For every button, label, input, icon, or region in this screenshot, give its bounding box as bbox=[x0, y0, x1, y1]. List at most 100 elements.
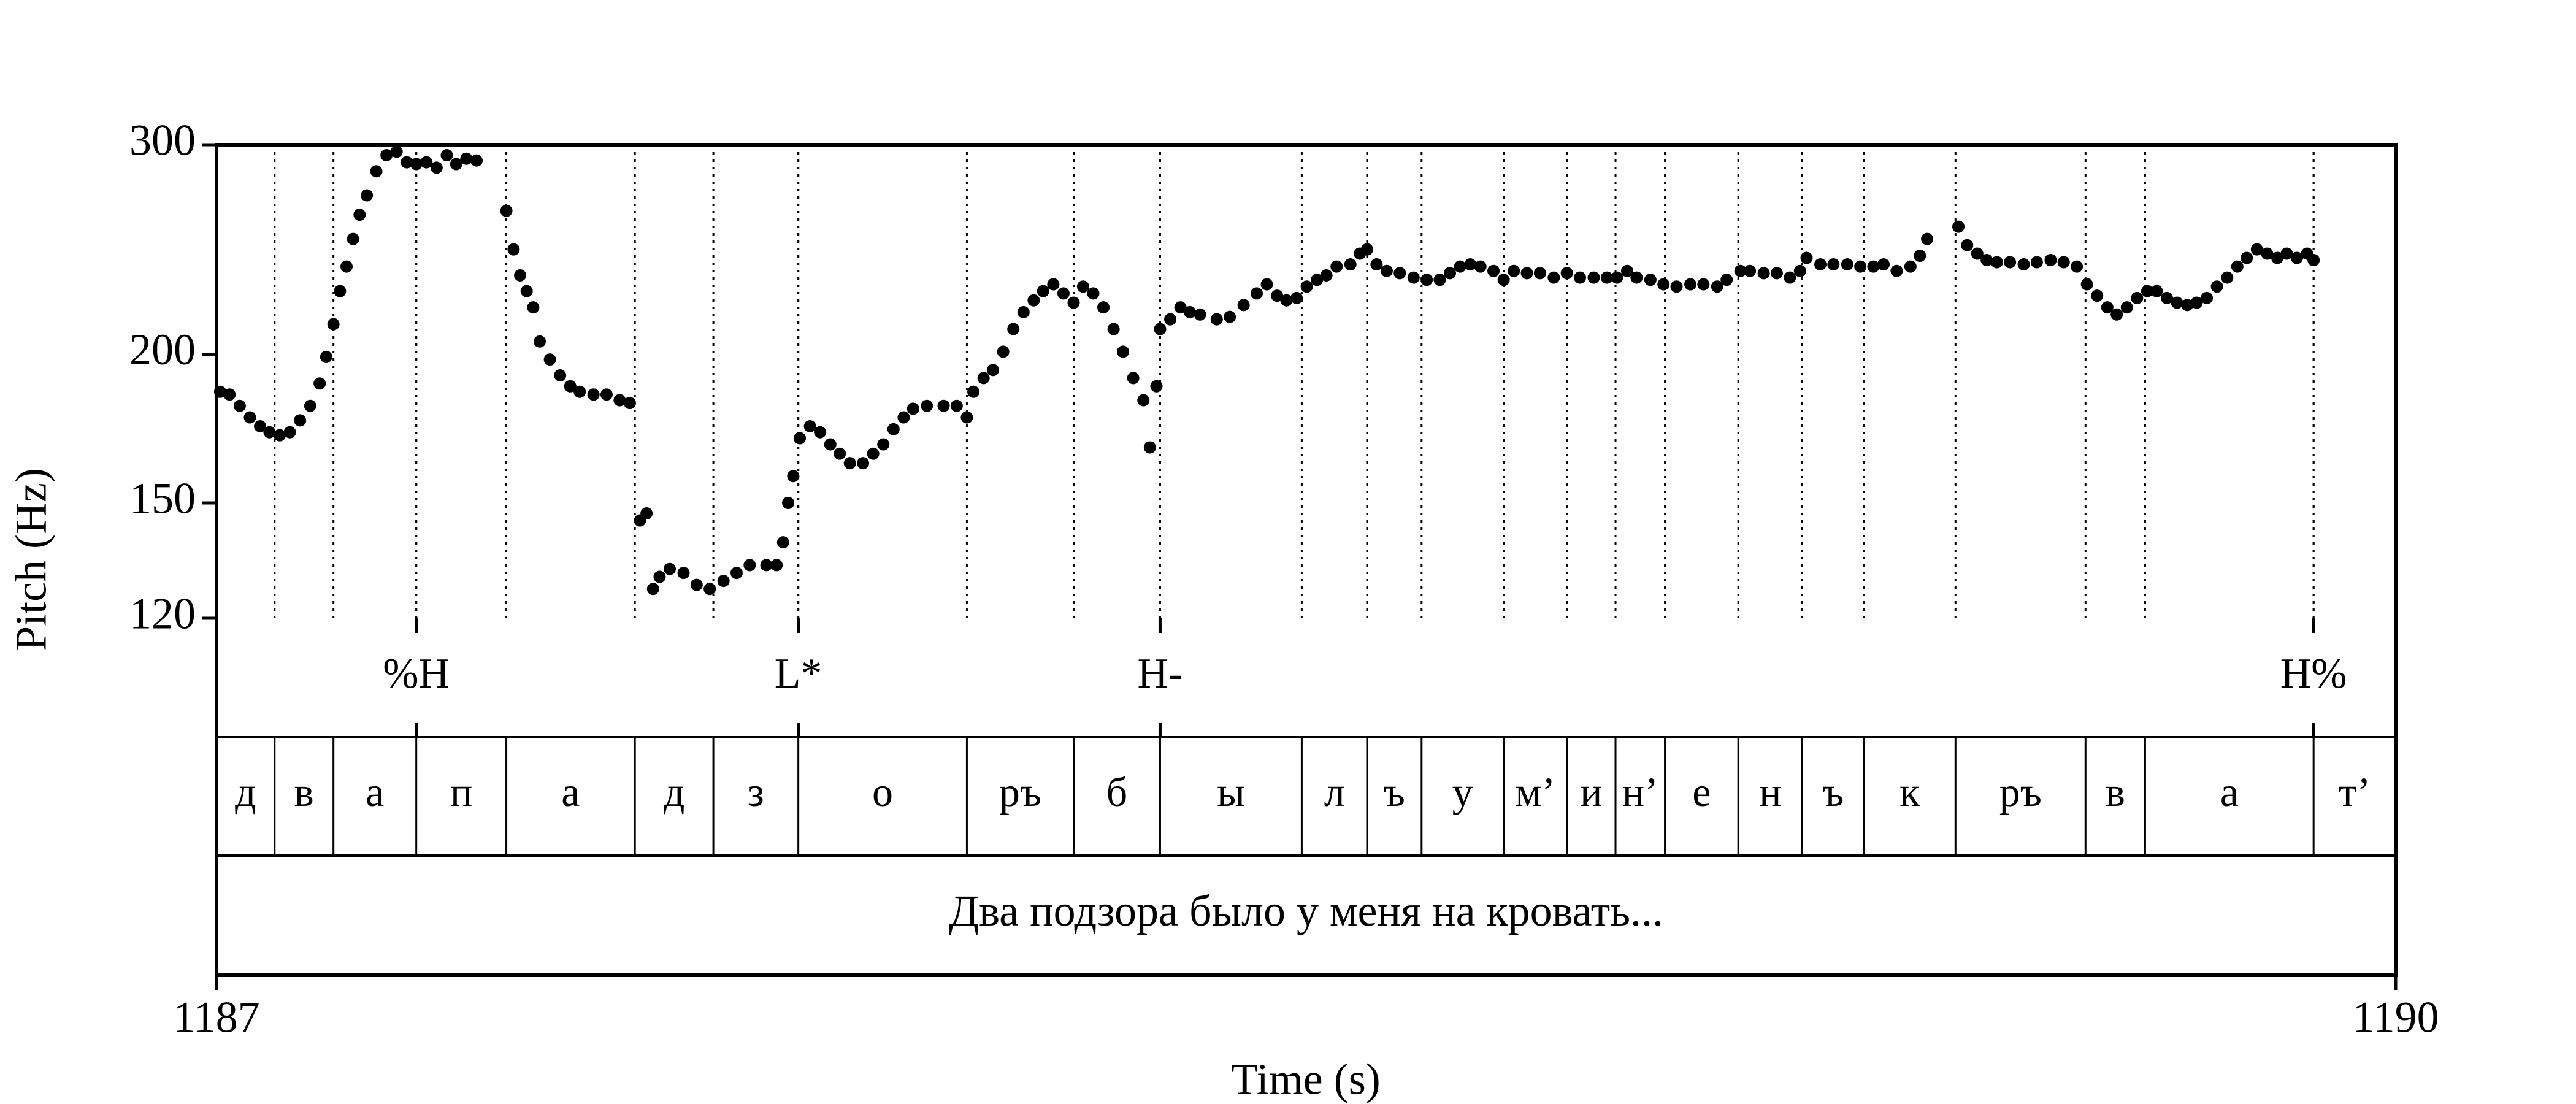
pitch-point bbox=[814, 426, 827, 439]
pitch-point bbox=[937, 399, 950, 412]
tier-interval-label: ръ bbox=[1999, 769, 2042, 815]
pitch-point bbox=[1184, 305, 1197, 318]
pitch-point bbox=[554, 369, 567, 382]
pitch-point bbox=[1980, 254, 1993, 267]
tier-interval-label: Два подзора было у меня на кровать... bbox=[949, 886, 1663, 935]
pitch-point bbox=[1443, 267, 1456, 280]
pitch-point bbox=[967, 385, 980, 398]
pitch-point bbox=[1076, 280, 1089, 293]
pitch-point bbox=[1841, 258, 1853, 271]
pitch-point bbox=[294, 414, 307, 427]
pitch-point bbox=[1487, 264, 1500, 277]
pitch-point bbox=[1057, 287, 1070, 300]
tier-interval-label: ы bbox=[1217, 769, 1245, 815]
pitch-point bbox=[1611, 271, 1623, 284]
pitch-point bbox=[857, 457, 870, 470]
pitch-point bbox=[534, 335, 546, 348]
pitch-point bbox=[770, 559, 783, 572]
pitch-point bbox=[274, 429, 286, 442]
pitch-point bbox=[233, 399, 246, 412]
pitch-point bbox=[600, 388, 613, 401]
pitch-point bbox=[907, 402, 919, 415]
pitch-point bbox=[223, 388, 236, 401]
pitch-point bbox=[1644, 274, 1657, 286]
plot-frame bbox=[215, 143, 2398, 977]
pitch-point bbox=[430, 161, 443, 174]
pitch-point bbox=[1827, 258, 1840, 271]
pitch-point bbox=[283, 426, 296, 439]
pitch-point bbox=[717, 575, 730, 588]
pitch-point bbox=[1600, 271, 1613, 284]
pitch-point bbox=[1670, 280, 1683, 293]
tier-point-label: H% bbox=[2280, 650, 2347, 697]
pitch-point bbox=[1224, 310, 1236, 323]
pitch-point bbox=[2231, 260, 2244, 273]
pitch-point bbox=[664, 562, 677, 575]
pitch-point bbox=[1027, 294, 1040, 307]
tier-interval-label: ъ bbox=[1822, 769, 1844, 815]
pitch-point bbox=[1464, 258, 1477, 271]
tier-interval-label: н’ bbox=[1622, 769, 1658, 815]
pitch-point bbox=[1684, 278, 1697, 291]
tier-point-label: %H bbox=[383, 650, 450, 697]
tier-interval-label: в bbox=[2106, 769, 2125, 815]
pitch-point bbox=[2101, 301, 2114, 314]
pitch-point bbox=[2030, 256, 2043, 269]
tier-interval-label: л bbox=[1324, 769, 1345, 815]
tier-point-label: L* bbox=[775, 650, 822, 697]
pitch-point bbox=[1547, 271, 1560, 284]
pitch-point bbox=[640, 507, 653, 520]
pitch-point bbox=[2044, 254, 2057, 267]
pitch-point bbox=[867, 447, 880, 460]
tier-interval-label: а bbox=[561, 769, 580, 815]
pitch-point bbox=[1067, 296, 1080, 309]
x-tick-label: 1187 bbox=[173, 993, 259, 1042]
pitch-point bbox=[760, 559, 773, 572]
pitch-point bbox=[327, 318, 340, 331]
pitch-point bbox=[776, 536, 789, 549]
pitch-point bbox=[1784, 271, 1796, 284]
pitch-point bbox=[1697, 278, 1710, 291]
tier-interval-label: б bbox=[1106, 769, 1128, 815]
tier-interval-label: з bbox=[748, 769, 764, 815]
pitch-point bbox=[1877, 258, 1890, 271]
pitch-point bbox=[921, 399, 933, 412]
pitch-point bbox=[2141, 285, 2153, 297]
pitch-point bbox=[243, 411, 256, 424]
pitch-point bbox=[1370, 258, 1383, 271]
pitch-point bbox=[1290, 291, 1303, 304]
pitch-point bbox=[1657, 278, 1670, 291]
tier-point-label: H- bbox=[1138, 650, 1183, 697]
pitch-point bbox=[824, 438, 837, 451]
pitch-point bbox=[1107, 323, 1120, 335]
pitch-point bbox=[334, 285, 347, 297]
pitch-point bbox=[1508, 264, 1520, 277]
pitch-point bbox=[401, 156, 413, 169]
pitch-point bbox=[897, 411, 910, 424]
pitch-point bbox=[1174, 301, 1187, 314]
pitch-point bbox=[440, 149, 453, 162]
x-axis-label: Time (s) bbox=[1231, 1055, 1380, 1104]
pitch-point bbox=[1454, 260, 1466, 273]
pitch-point bbox=[587, 388, 600, 401]
pitch-point bbox=[353, 209, 366, 221]
pitch-point bbox=[2150, 285, 2163, 297]
pitch-point bbox=[1757, 267, 1770, 280]
pitch-point bbox=[1914, 250, 1926, 263]
pitch-point bbox=[254, 420, 267, 432]
pitch-point bbox=[1393, 267, 1406, 280]
pitch-point bbox=[1520, 267, 1533, 280]
pitch-point bbox=[340, 260, 353, 273]
pitch-point bbox=[1164, 313, 1177, 326]
pitch-point bbox=[347, 232, 359, 245]
pitch-point bbox=[390, 145, 403, 158]
pitch-point bbox=[877, 438, 890, 451]
tier-interval-label: т’ bbox=[2339, 769, 2371, 815]
pitch-point bbox=[1117, 345, 1130, 358]
pitch-point bbox=[1143, 441, 1156, 454]
pitch-point bbox=[1734, 264, 1747, 277]
pitch-point bbox=[2241, 251, 2253, 264]
pitch-point bbox=[2181, 299, 2194, 312]
pitch-point bbox=[460, 152, 473, 165]
